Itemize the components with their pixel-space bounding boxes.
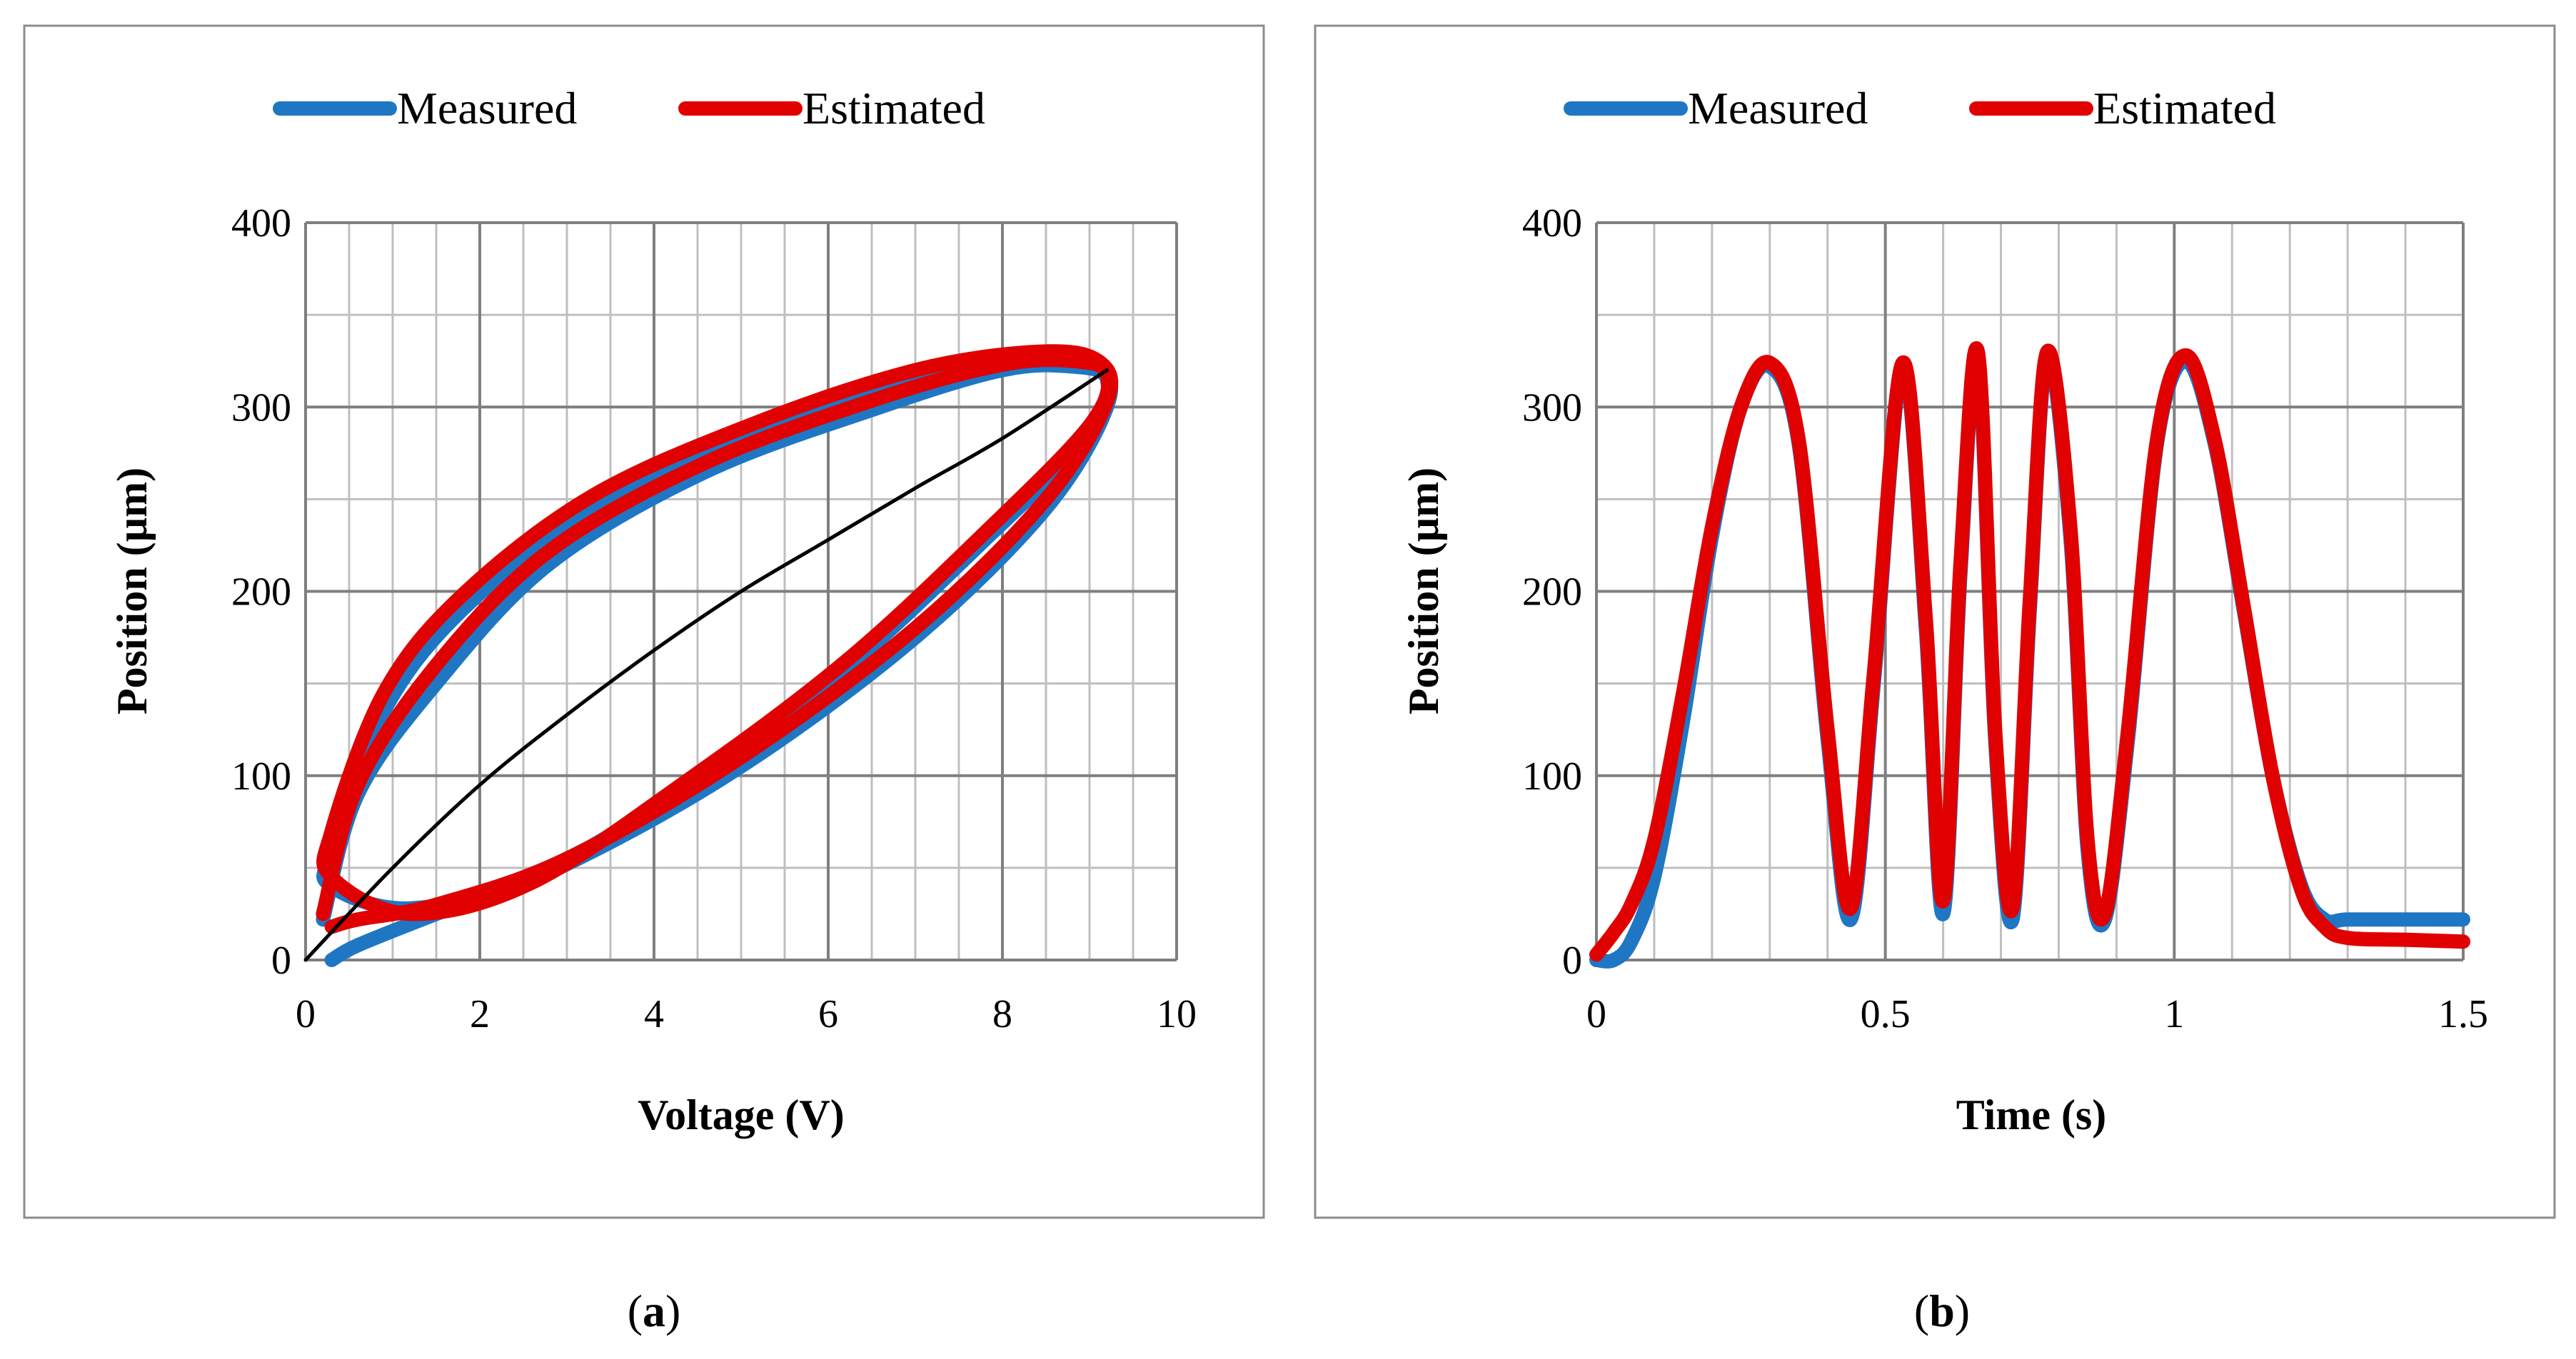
y-tick-label: 0 <box>271 939 291 983</box>
y-tick-labels-b: 0 100 200 300 400 <box>1522 201 1582 983</box>
series-line-estimated <box>316 344 1119 934</box>
legend-b-measured-label: Measured <box>1688 83 1868 133</box>
x-tick-label: 10 <box>1157 992 1197 1036</box>
x-tick-label: 6 <box>818 992 838 1036</box>
y-axis-title-b: Position (µm) <box>1400 468 1447 714</box>
y-tick-label: 400 <box>231 201 291 246</box>
series-line-estimated <box>1589 341 2470 962</box>
x-tick-label: 1.5 <box>2438 992 2488 1036</box>
x-axis-title-b: Time (s) <box>1956 1091 2107 1138</box>
panel-b: Measured Estimated 0 100 200 300 400 0 0.5 1 1.… <box>1314 24 2556 1219</box>
x-tick-labels-b: 0 0.5 1 1.5 <box>1586 992 2488 1036</box>
y-tick-label: 0 <box>1562 939 1582 983</box>
x-axis-title-a: Voltage (V) <box>638 1091 844 1138</box>
caption-a-letter: a <box>643 1285 665 1336</box>
series-line-reference <box>303 368 1109 962</box>
series-a <box>303 344 1119 967</box>
legend-a: Measured Estimated <box>273 83 985 133</box>
y-tick-label: 100 <box>231 754 291 799</box>
caption-b-letter: b <box>1929 1285 1955 1336</box>
legend-b: Measured Estimated <box>1564 83 2276 133</box>
x-tick-label: 0 <box>1586 992 1606 1036</box>
panel-a-frame <box>23 24 1265 1219</box>
y-tick-label: 300 <box>1522 385 1582 430</box>
series-b <box>1589 341 2470 969</box>
y-tick-labels-a: 0 100 200 300 400 <box>231 201 291 983</box>
caption-a: (a) <box>628 1285 681 1336</box>
x-tick-label: 4 <box>644 992 664 1036</box>
x-tick-label: 2 <box>470 992 490 1036</box>
x-tick-label: 1 <box>2164 992 2184 1036</box>
y-tick-label: 100 <box>1522 754 1582 799</box>
caption-b: (b) <box>1914 1285 1970 1336</box>
legend-a-measured-label: Measured <box>397 83 577 133</box>
y-tick-label: 300 <box>231 385 291 430</box>
x-tick-label: 0.5 <box>1861 992 1911 1036</box>
x-tick-label: 8 <box>992 992 1012 1036</box>
y-tick-label: 200 <box>231 570 291 615</box>
x-tick-labels-a: 0 2 4 6 8 10 <box>296 992 1197 1036</box>
panel-b-frame <box>1314 24 2556 1219</box>
legend-a-estimated-label: Estimated <box>803 83 985 133</box>
y-axis-title-a: Position (µm) <box>109 468 156 714</box>
x-tick-label: 0 <box>296 992 316 1036</box>
panel-a: Measured Estimated 0 100 200 300 400 0 2 4 6 8 10… <box>23 24 1265 1219</box>
y-tick-label: 400 <box>1522 201 1582 246</box>
legend-b-estimated-label: Estimated <box>2093 83 2276 133</box>
y-tick-label: 200 <box>1522 570 1582 615</box>
